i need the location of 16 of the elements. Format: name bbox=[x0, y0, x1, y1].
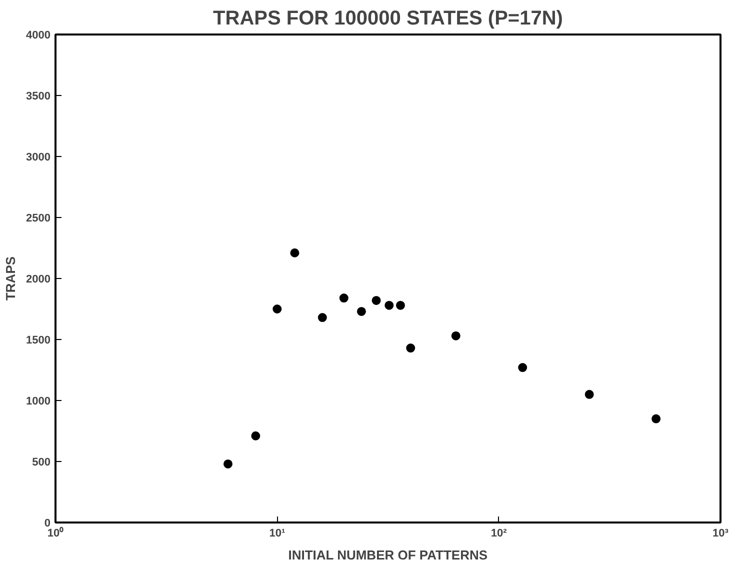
x-axis-title: INITIAL NUMBER OF PATTERNS bbox=[288, 548, 488, 562]
y-axis-title: TRAPS bbox=[3, 256, 18, 301]
chart-title: TRAPS FOR 100000 STATES (P=17N) bbox=[213, 8, 563, 30]
x-tick-label: 10³ bbox=[712, 528, 729, 540]
y-tick-label: 0 bbox=[44, 518, 51, 530]
x-tick-label: 10⁰ bbox=[47, 526, 64, 540]
x-tick-label: 10¹ bbox=[269, 528, 286, 540]
y-tick-label: 500 bbox=[32, 456, 51, 468]
y-tick-label: 2000 bbox=[26, 274, 51, 286]
y-tick-label: 1500 bbox=[26, 334, 51, 346]
y-tick-label: 2500 bbox=[26, 212, 51, 224]
y-tick-label: 3000 bbox=[26, 152, 51, 164]
x-tick-label: 10² bbox=[490, 528, 508, 540]
y-tick-label: 4000 bbox=[26, 30, 51, 42]
y-tick-label: 3500 bbox=[26, 90, 51, 102]
y-tick-label: 1000 bbox=[26, 396, 51, 408]
